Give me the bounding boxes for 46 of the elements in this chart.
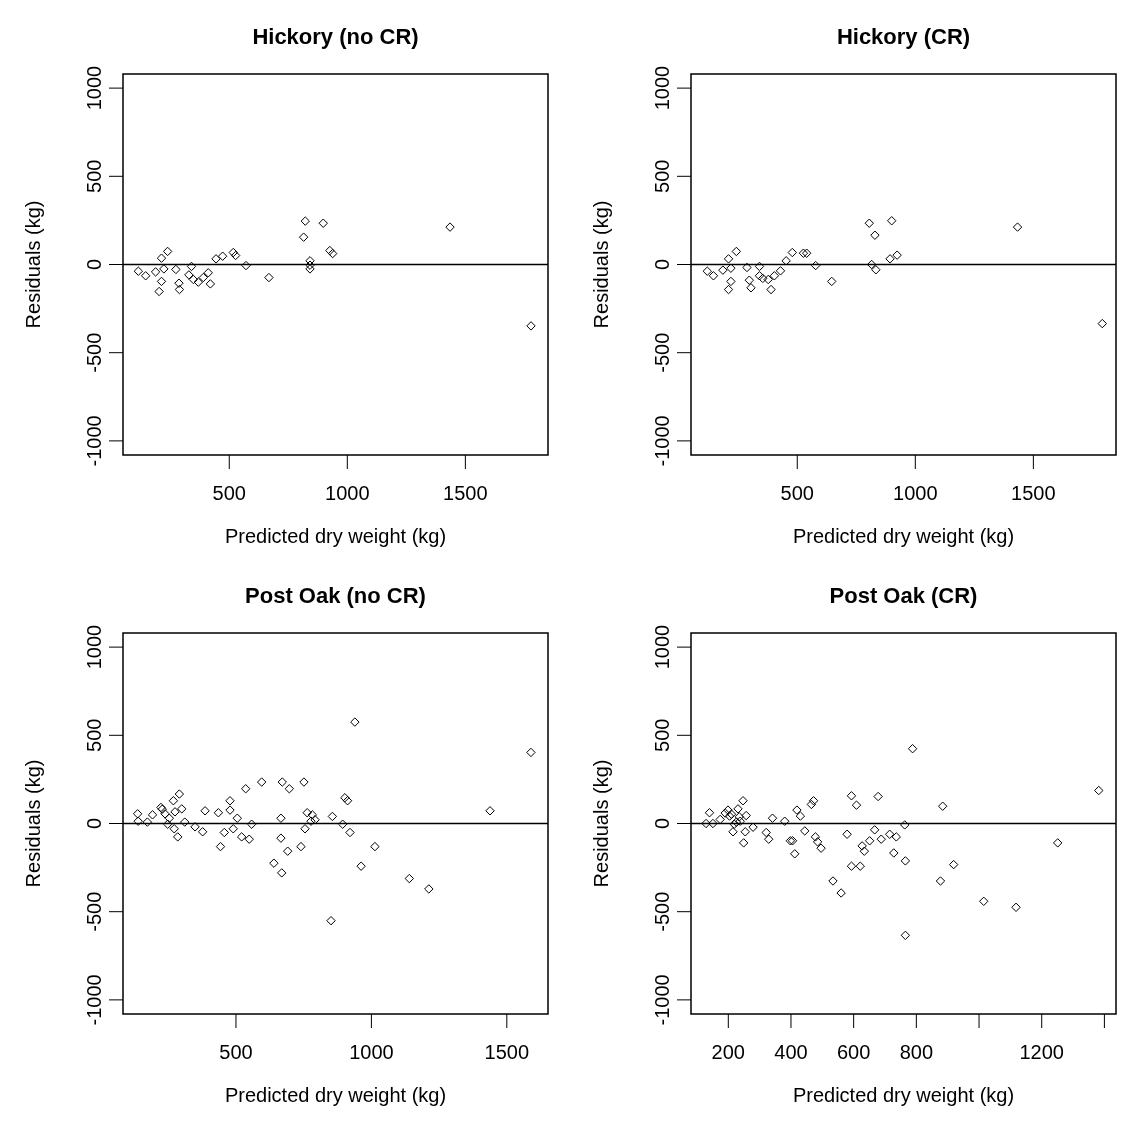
chart-title: Hickory (no CR) — [252, 24, 419, 49]
y-tick-label: -1000 — [83, 415, 105, 467]
x-tick-label: 1000 — [325, 482, 370, 504]
x-tick-label: 400 — [774, 1041, 808, 1063]
y-tick-label: -500 — [83, 891, 105, 932]
x-tick-label: 500 — [219, 1041, 253, 1063]
y-tick-label: -500 — [83, 332, 105, 373]
x-tick-label: 1000 — [893, 482, 938, 504]
y-axis-title: Residuals (kg) — [22, 759, 44, 888]
y-tick-label: -1000 — [651, 415, 673, 467]
y-tick-label: -1000 — [651, 974, 673, 1026]
y-tick-label: 1000 — [651, 65, 673, 111]
x-tick-label: 1000 — [349, 1041, 394, 1063]
y-tick-label: 0 — [83, 817, 105, 830]
y-tick-label: 500 — [651, 718, 673, 752]
y-tick-label: -500 — [651, 332, 673, 373]
y-axis-title: Residuals (kg) — [590, 759, 612, 888]
x-axis-title: Predicted dry weight (kg) — [792, 525, 1015, 547]
x-tick-label: 1500 — [484, 1041, 530, 1063]
x-tick-label: 1500 — [1011, 482, 1056, 504]
y-tick-label: 1000 — [651, 624, 673, 670]
x-tick-label: 1200 — [1019, 1041, 1064, 1063]
chart-title: Post Oak (no CR) — [245, 583, 426, 608]
y-axis-title: Residuals (kg) — [22, 200, 44, 329]
y-tick-label: 1000 — [83, 65, 105, 111]
y-axis-title: Residuals (kg) — [590, 200, 612, 329]
y-tick-label: 500 — [651, 159, 673, 193]
y-tick-label: -1000 — [83, 974, 105, 1026]
x-axis-title: Predicted dry weight (kg) — [224, 1084, 447, 1106]
x-tick-label: 500 — [780, 482, 814, 504]
y-tick-label: 500 — [83, 159, 105, 193]
x-tick-label: 500 — [212, 482, 246, 504]
x-axis-title: Predicted dry weight (kg) — [792, 1084, 1015, 1106]
chart-title: Hickory (CR) — [836, 24, 971, 49]
x-tick-label: 1500 — [443, 482, 488, 504]
x-axis-title: Predicted dry weight (kg) — [224, 525, 447, 547]
y-tick-label: 0 — [651, 817, 673, 830]
x-tick-label: 600 — [836, 1041, 871, 1063]
y-tick-label: 1000 — [83, 624, 105, 670]
y-tick-label: 500 — [83, 718, 105, 752]
y-tick-label: 0 — [83, 258, 105, 271]
x-tick-label: 200 — [711, 1041, 745, 1063]
y-tick-label: 0 — [651, 258, 673, 271]
chart-title: Post Oak (CR) — [829, 583, 978, 608]
y-tick-label: -500 — [651, 891, 673, 932]
x-tick-label: 800 — [899, 1041, 934, 1063]
